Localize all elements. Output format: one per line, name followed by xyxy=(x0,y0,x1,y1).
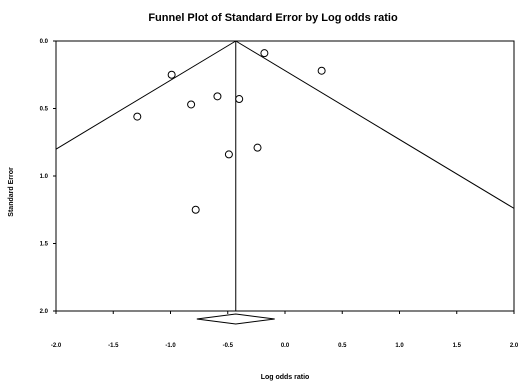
x-tick-label: 1.0 xyxy=(395,343,404,349)
x-tick-label: -1.5 xyxy=(108,343,119,349)
y-axis: 0.0 0.5 1.0 1.5 2.0 xyxy=(40,39,56,315)
y-axis-label: Standard Error xyxy=(8,167,15,217)
y-tick-label: 1.5 xyxy=(40,242,49,248)
y-tick-label: 2.0 xyxy=(40,309,49,315)
funnel-left-line xyxy=(56,41,236,149)
chart-title: Funnel Plot of Standard Error by Log odd… xyxy=(148,12,398,24)
y-tick-label: 0.5 xyxy=(40,107,49,113)
x-tick-label: 0.0 xyxy=(281,343,290,349)
study-point xyxy=(192,206,199,213)
y-tick-label: 1.0 xyxy=(40,174,49,180)
study-point xyxy=(214,93,221,100)
summary-diamond xyxy=(197,314,275,324)
study-point xyxy=(188,101,195,108)
study-point xyxy=(261,50,268,57)
x-axis: -2.0 -1.5 -1.0 -0.5 0.0 0.5 1.0 1.5 2.0 xyxy=(51,311,519,349)
x-tick-label: 2.0 xyxy=(510,343,519,349)
study-point xyxy=(236,96,243,103)
study-point xyxy=(318,67,325,74)
study-point xyxy=(134,113,141,120)
x-tick-label: -2.0 xyxy=(51,343,62,349)
study-points xyxy=(134,50,325,214)
funnel-lines xyxy=(56,41,514,311)
x-axis-label: Log odds ratio xyxy=(261,374,310,381)
y-tick-label: 0.0 xyxy=(40,39,49,45)
study-point xyxy=(254,144,261,151)
x-tick-label: 0.5 xyxy=(338,343,347,349)
x-tick-label: 1.5 xyxy=(453,343,462,349)
plot-area xyxy=(56,41,514,311)
x-tick-label: -1.0 xyxy=(165,343,176,349)
study-point xyxy=(225,151,232,158)
x-tick-label: -0.5 xyxy=(223,343,234,349)
study-point xyxy=(168,71,175,78)
summary-diamond-group xyxy=(197,314,275,324)
funnel-right-line xyxy=(236,41,514,208)
